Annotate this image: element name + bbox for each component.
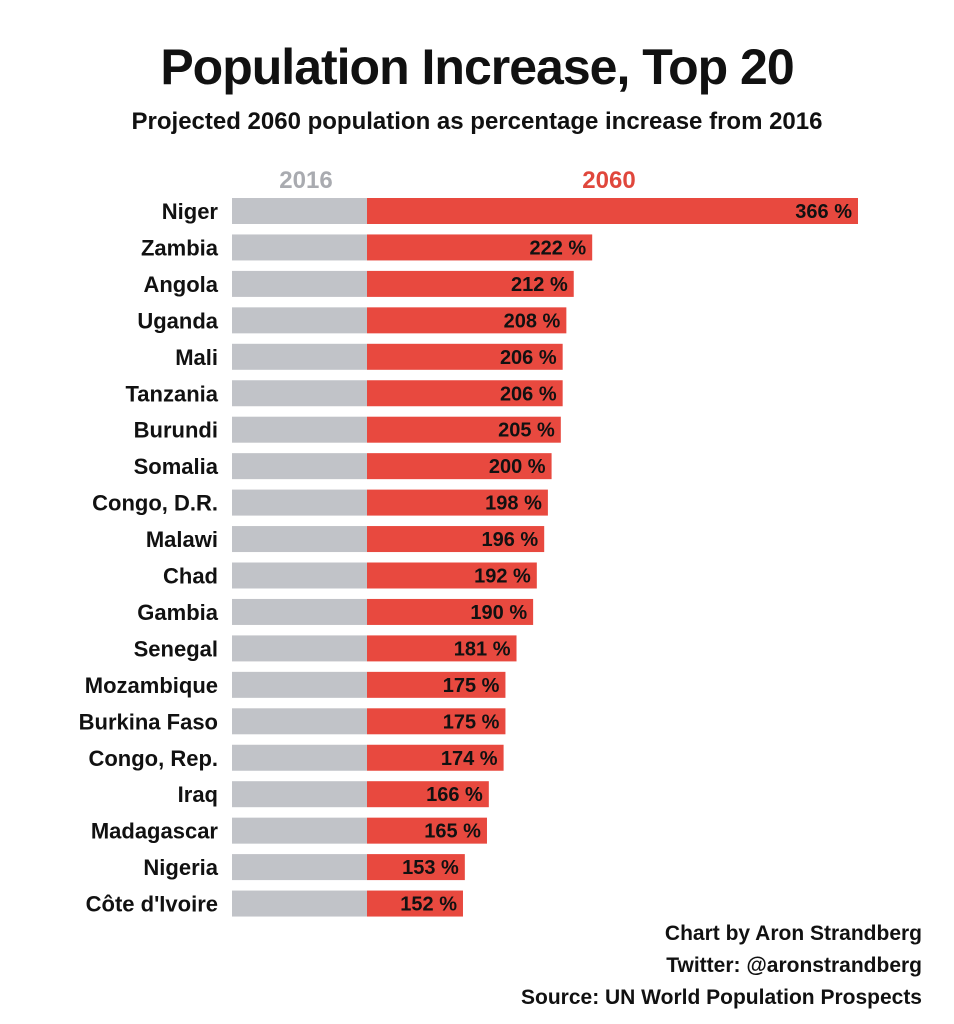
- category-label: Iraq: [178, 782, 218, 807]
- value-label: 196 %: [481, 529, 538, 551]
- bars-group: Niger 366 % Zambia 222 % Angola 212 % Uganda 20…: [79, 198, 858, 917]
- category-label: Gambia: [137, 600, 218, 625]
- bar-2060: [367, 598, 534, 625]
- value-label: 366 %: [795, 201, 852, 223]
- category-label: Congo, Rep.: [88, 746, 218, 771]
- category-label: Zambia: [141, 235, 219, 260]
- bar-2060: [367, 453, 552, 480]
- value-label: 222 %: [529, 237, 586, 259]
- value-label: 198 %: [485, 493, 542, 515]
- value-label: 205 %: [498, 420, 555, 442]
- bar-2060: [367, 562, 537, 589]
- bar-2016: [232, 198, 367, 224]
- bar-2060: [367, 854, 465, 881]
- category-label: Burundi: [134, 418, 218, 443]
- bar-2060: [367, 781, 489, 808]
- bar-2016: [232, 817, 367, 844]
- bar-2016: [232, 343, 367, 370]
- legend-2060: 2060: [582, 167, 635, 194]
- bar-2016: [232, 598, 367, 625]
- value-label: 181 %: [454, 638, 511, 660]
- category-label: Côte d'Ivoire: [86, 892, 218, 917]
- bar-2060: [367, 270, 574, 297]
- category-label: Mozambique: [85, 673, 218, 698]
- bar-2060: [367, 489, 548, 516]
- credit-author: Chart by Aron Strandberg: [664, 922, 922, 945]
- bar-2060: [367, 890, 463, 917]
- category-label: Mali: [175, 345, 218, 370]
- value-label: 192 %: [474, 566, 531, 588]
- bar-2060: [367, 416, 561, 443]
- bar-2060: [367, 744, 504, 771]
- legend-2016: 2016: [279, 167, 332, 194]
- category-label: Angola: [143, 272, 218, 297]
- value-label: 175 %: [443, 675, 500, 697]
- bar-2016: [232, 489, 367, 516]
- bar-2060: [367, 380, 563, 407]
- bar-2016: [232, 890, 367, 917]
- category-label: Senegal: [134, 636, 218, 661]
- bar-2016: [232, 270, 367, 297]
- category-label: Malawi: [146, 527, 218, 552]
- bar-2016: [232, 526, 367, 553]
- value-label: 190 %: [470, 602, 527, 624]
- category-label: Niger: [162, 199, 219, 224]
- bar-2060: [367, 307, 567, 334]
- bar-2016: [232, 380, 367, 407]
- bar-2016: [232, 453, 367, 480]
- value-label: 175 %: [443, 711, 500, 733]
- value-label: 152 %: [400, 894, 457, 916]
- bar-2060: [367, 671, 506, 698]
- value-label: 206 %: [500, 383, 557, 405]
- bar-2016: [232, 744, 367, 771]
- category-label: Tanzania: [125, 381, 218, 406]
- bar-2060: [367, 635, 517, 662]
- category-label: Nigeria: [143, 855, 218, 880]
- bar-2016: [232, 635, 367, 662]
- value-label: 166 %: [426, 784, 483, 806]
- category-label: Somalia: [134, 454, 219, 479]
- credit-source: Source: UN World Population Prospects: [521, 986, 922, 1009]
- bar-2016: [232, 781, 367, 808]
- category-label: Burkina Faso: [79, 709, 218, 734]
- value-label: 208 %: [504, 310, 561, 332]
- bar-2060: [367, 198, 858, 224]
- credit-twitter: Twitter: @aronstrandberg: [666, 954, 922, 977]
- bar-2016: [232, 708, 367, 735]
- category-label: Uganda: [137, 308, 218, 333]
- category-label: Chad: [163, 564, 218, 589]
- bar-2016: [232, 562, 367, 589]
- value-label: 200 %: [489, 456, 546, 478]
- bar-2060: [367, 234, 593, 261]
- credits: Chart by Aron Strandberg Twitter: @arons…: [521, 918, 922, 1014]
- value-label: 165 %: [424, 821, 481, 843]
- bar-2060: [367, 817, 487, 844]
- chart-title: Population Increase, Top 20: [160, 39, 794, 95]
- bar-2016: [232, 307, 367, 334]
- bar-2016: [232, 416, 367, 443]
- bar-2016: [232, 234, 367, 261]
- bar-2060: [367, 708, 506, 735]
- bar-2016: [232, 671, 367, 698]
- bar-2060: [367, 343, 563, 370]
- value-label: 206 %: [500, 347, 557, 369]
- bar-2060: [367, 526, 545, 553]
- value-label: 153 %: [402, 857, 459, 879]
- bar-2016: [232, 854, 367, 881]
- chart-subtitle: Projected 2060 population as percentage …: [131, 108, 823, 135]
- category-label: Madagascar: [91, 819, 219, 844]
- value-label: 174 %: [441, 748, 498, 770]
- value-label: 212 %: [511, 274, 568, 296]
- category-label: Congo, D.R.: [92, 491, 218, 516]
